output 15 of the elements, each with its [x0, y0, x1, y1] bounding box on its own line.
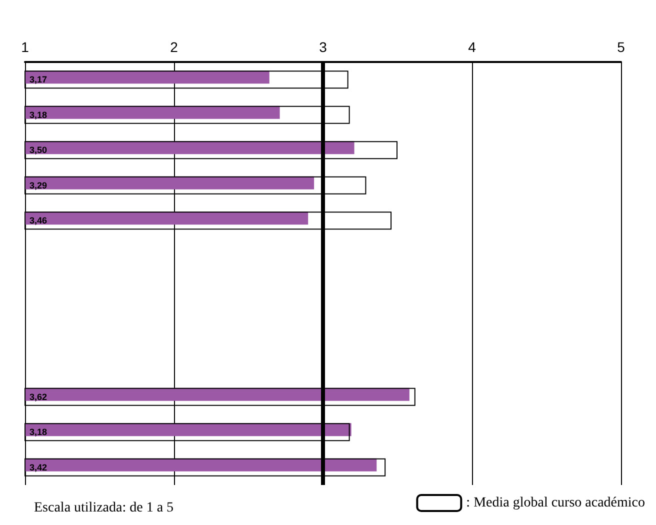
- data-label: 3,46: [30, 216, 48, 226]
- x-tick-label: 3: [319, 39, 328, 55]
- data-label: 3,17: [30, 74, 48, 85]
- data-label: 3,42: [30, 462, 48, 472]
- x-tick-label: 4: [468, 39, 476, 55]
- legend-label: : Media global curso académico: [466, 496, 646, 510]
- x-tick-label: 5: [617, 39, 626, 55]
- data-label: 3,50: [30, 145, 48, 156]
- data-label: 3,18: [30, 427, 48, 438]
- data-label: 3,62: [30, 392, 48, 402]
- x-tick-label: 1: [21, 39, 30, 55]
- data-label: 3,29: [30, 180, 48, 190]
- data-label: 3,18: [30, 110, 48, 120]
- text: Escala utilizada: de 1 a 5: [34, 500, 174, 516]
- x-tick-label: 2: [170, 39, 178, 55]
